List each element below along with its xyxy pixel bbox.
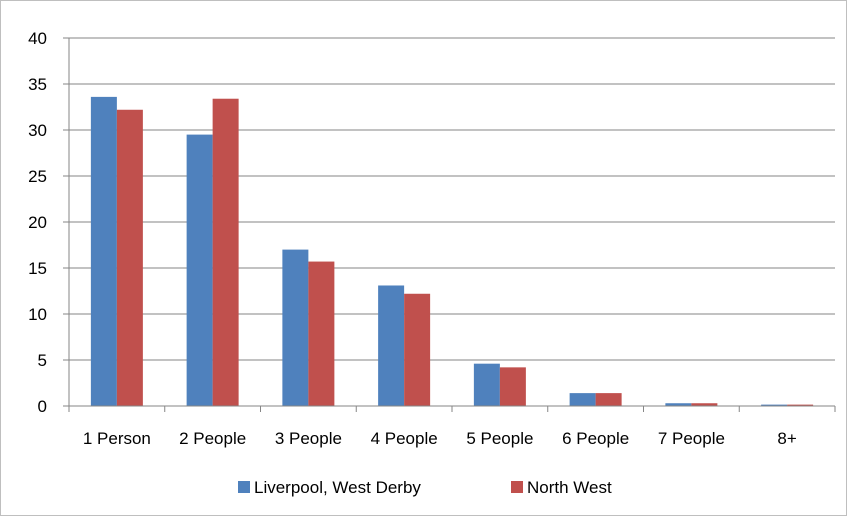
bar-north-west (691, 403, 718, 406)
y-tick-label: 30 (28, 121, 47, 140)
bar-north-west (308, 261, 335, 406)
bar-north-west (595, 393, 622, 406)
y-tick-label: 20 (28, 213, 47, 232)
bar-liverpool-west-derby (378, 285, 405, 406)
legend-label: North West (527, 478, 612, 497)
y-tick-label: 35 (28, 75, 47, 94)
y-tick-label: 10 (28, 305, 47, 324)
bar-liverpool-west-derby (761, 404, 788, 406)
legend-swatch (511, 481, 523, 493)
bar-north-west (787, 404, 814, 406)
bar-north-west (499, 367, 526, 406)
bars (90, 96, 814, 406)
x-tick-label: 7 People (658, 429, 725, 448)
x-tick-label: 1 Person (83, 429, 151, 448)
y-tick-label: 40 (28, 29, 47, 48)
axes (68, 38, 836, 412)
bar-north-west (212, 98, 239, 406)
x-tick-label: 4 People (371, 429, 438, 448)
y-tick-label: 5 (38, 351, 47, 370)
legend-swatch (238, 481, 250, 493)
bar-liverpool-west-derby (90, 96, 117, 406)
bar-liverpool-west-derby (665, 403, 692, 406)
x-tick-label: 5 People (466, 429, 533, 448)
bar-liverpool-west-derby (282, 249, 309, 406)
x-tick-label: 3 People (275, 429, 342, 448)
y-tick-label: 15 (28, 259, 47, 278)
y-tick-label: 25 (28, 167, 47, 186)
x-tick-label: 2 People (179, 429, 246, 448)
bar-liverpool-west-derby (569, 393, 596, 406)
y-tick-label: 0 (38, 397, 47, 416)
legend: Liverpool, West Derby North West (238, 478, 612, 497)
gridlines (63, 37, 835, 407)
y-axis-labels: 0 5 10 15 20 25 30 35 40 (28, 29, 47, 416)
x-tick-label: 8+ (777, 429, 796, 448)
bar-north-west (404, 293, 431, 406)
bar-liverpool-west-derby (186, 134, 213, 406)
x-tick-label: 6 People (562, 429, 629, 448)
x-axis-labels: 1 Person 2 People 3 People 4 People 5 People… (83, 429, 797, 448)
bar-north-west (116, 109, 143, 406)
bar-liverpool-west-derby (473, 363, 500, 406)
legend-label: Liverpool, West Derby (254, 478, 421, 497)
